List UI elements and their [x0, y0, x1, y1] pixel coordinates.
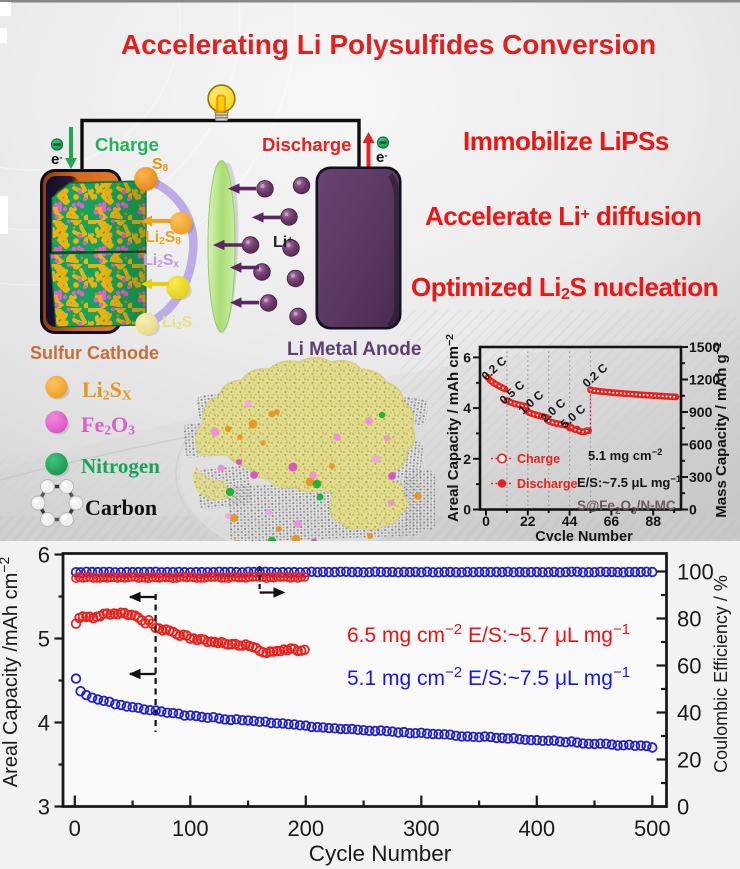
svg-text:6: 6: [38, 543, 50, 568]
svg-text:5.1 mg cm−2 E/S:~7.5 μL mg−1: 5.1 mg cm−2 E/S:~7.5 μL mg−1: [347, 664, 630, 690]
svg-text:Areal Capacity /mAh cm−2: Areal Capacity /mAh cm−2: [0, 557, 22, 788]
svg-text:6: 6: [463, 349, 471, 365]
svg-text:60: 60: [677, 654, 701, 679]
svg-text:E/S:~7.5 μL mg−1: E/S:~7.5 μL mg−1: [577, 474, 682, 490]
svg-text:Discharge: Discharge: [517, 477, 577, 491]
svg-text:400: 400: [518, 816, 555, 841]
svg-text:100: 100: [677, 560, 714, 585]
svg-text:40: 40: [677, 701, 701, 726]
svg-text:Coulombic Efficiency / %: Coulombic Efficiency / %: [711, 575, 731, 773]
svg-text:20: 20: [677, 748, 701, 773]
svg-text:66: 66: [604, 513, 620, 529]
svg-text:1200: 1200: [689, 372, 720, 388]
svg-text:Areal Capacity / mAh cm−2: Areal Capacity / mAh cm−2: [444, 334, 462, 522]
svg-text:0: 0: [463, 502, 471, 518]
svg-text:Mass Capacity / mAh g−1: Mass Capacity / mAh g−1: [712, 342, 730, 518]
svg-text:5: 5: [38, 627, 50, 652]
svg-text:22: 22: [520, 513, 536, 529]
svg-text:0: 0: [482, 513, 490, 529]
svg-text:44: 44: [562, 513, 578, 529]
svg-text:200: 200: [287, 816, 324, 841]
svg-text:Charge: Charge: [517, 452, 560, 466]
svg-text:4: 4: [38, 711, 50, 736]
svg-text:300: 300: [689, 469, 713, 485]
svg-text:1500: 1500: [689, 339, 720, 355]
svg-text:4: 4: [463, 400, 471, 416]
svg-text:2: 2: [463, 451, 471, 467]
svg-text:Cycle Number: Cycle Number: [309, 841, 452, 866]
svg-text:0: 0: [689, 502, 697, 518]
svg-text:900: 900: [689, 404, 713, 420]
svg-text:6.5 mg cm−2 E/S:~5.7 μL mg−1: 6.5 mg cm−2 E/S:~5.7 μL mg−1: [347, 621, 630, 647]
svg-text:3: 3: [38, 795, 50, 820]
svg-text:5.1 mg cm−2: 5.1 mg cm−2: [588, 447, 662, 463]
svg-text:600: 600: [689, 437, 713, 453]
svg-text:80: 80: [677, 607, 701, 632]
svg-text:0: 0: [677, 795, 689, 820]
svg-text:300: 300: [403, 816, 440, 841]
svg-text:0: 0: [69, 816, 81, 841]
svg-text:500: 500: [634, 816, 671, 841]
svg-text:100: 100: [172, 816, 209, 841]
svg-text:S@Fe2O3/N-MC: S@Fe2O3/N-MC: [577, 498, 676, 517]
svg-text:88: 88: [645, 513, 661, 529]
